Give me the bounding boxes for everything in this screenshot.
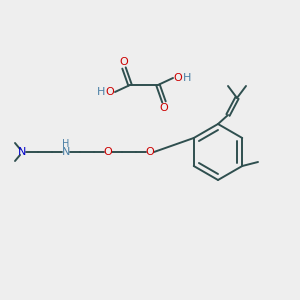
Text: O: O — [103, 147, 112, 157]
Text: H: H — [62, 139, 70, 149]
Text: O: O — [160, 103, 168, 113]
Text: N: N — [62, 147, 70, 157]
Text: O: O — [146, 147, 154, 157]
Text: N: N — [18, 147, 26, 157]
Text: O: O — [174, 73, 182, 83]
Text: H: H — [97, 87, 105, 97]
Text: O: O — [106, 87, 114, 97]
Text: O: O — [120, 57, 128, 67]
Text: H: H — [183, 73, 191, 83]
